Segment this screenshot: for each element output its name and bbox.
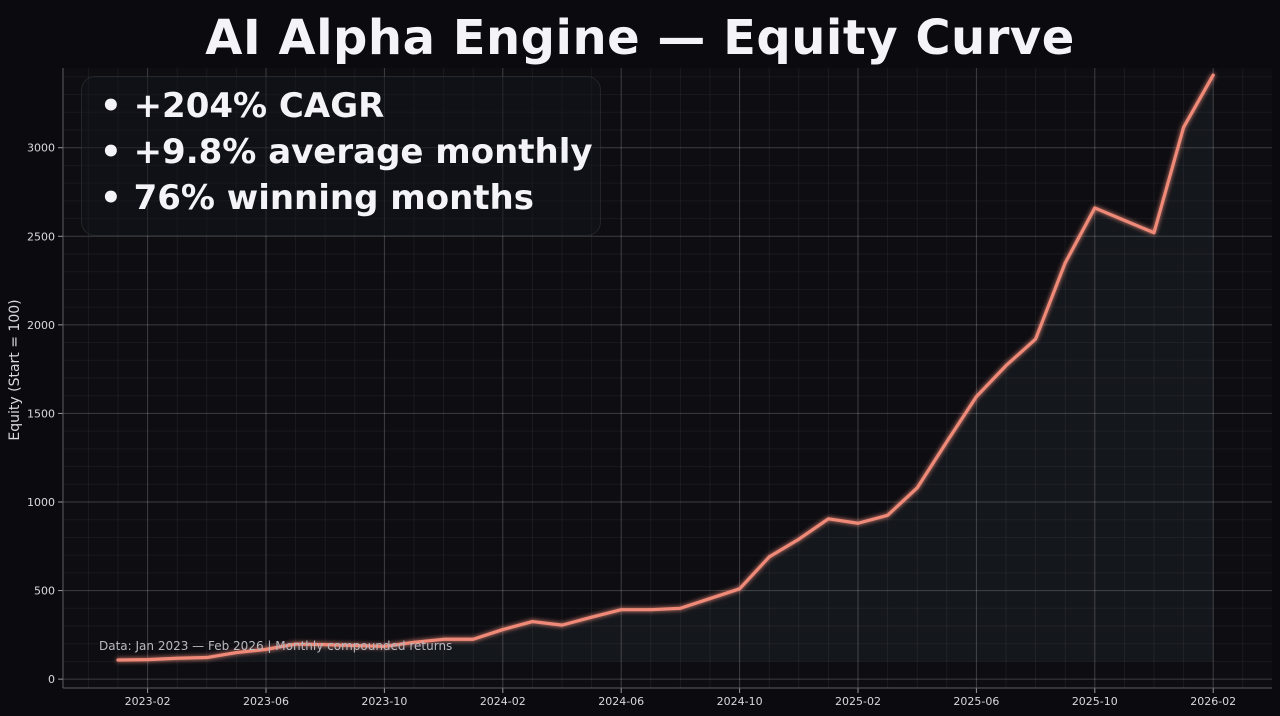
equity-point — [1152, 231, 1156, 235]
y-tick-label: 500 — [34, 585, 55, 598]
x-tick-label: 2023-10 — [361, 695, 407, 708]
equity-point — [708, 597, 712, 600]
equity-line — [116, 73, 1215, 662]
equity-point — [560, 623, 564, 627]
equity-point — [827, 517, 830, 521]
equity-point — [1123, 218, 1126, 222]
y-tick-label: 3000 — [27, 142, 55, 155]
equity-point — [797, 537, 801, 541]
equity-point — [886, 513, 889, 517]
equity-point — [146, 658, 150, 662]
x-tick-label: 2025-02 — [835, 695, 881, 708]
y-axis-label: Equity (Start = 100) — [7, 299, 23, 440]
equity-point — [205, 656, 209, 659]
equity-point — [767, 555, 771, 559]
x-tick-label: 2025-10 — [1072, 695, 1118, 708]
y-tick-label: 1500 — [27, 407, 55, 420]
equity-point — [353, 644, 357, 647]
axes: 0 500 1000 1500 2000 2500 3000 2023-02 2023-06 20… — [27, 68, 1272, 708]
equity-point — [619, 608, 623, 612]
equity-area — [118, 75, 1214, 662]
y-tick-label: 0 — [48, 673, 55, 686]
x-tick-label: 2024-02 — [480, 695, 526, 708]
equity-point — [116, 658, 120, 662]
equity-point — [264, 647, 268, 651]
equity-point — [1034, 337, 1037, 341]
y-tick-label: 1000 — [27, 496, 55, 509]
equity-point — [383, 644, 386, 648]
y-tick-label: 2500 — [27, 230, 55, 243]
x-tick-label: 2025-06 — [953, 695, 999, 708]
highlight-cagr: • +204% CAGR — [100, 86, 385, 126]
equity-point — [323, 643, 327, 646]
equity-point — [738, 587, 741, 591]
chart-title: AI Alpha Engine — Equity Curve — [205, 10, 1075, 66]
equity-point — [1093, 206, 1097, 210]
equity-point — [1004, 364, 1008, 367]
equity-point — [590, 615, 593, 619]
x-tick-label: 2024-06 — [598, 695, 644, 708]
equity-point — [412, 640, 416, 644]
equity-point — [471, 637, 475, 641]
equity-point — [501, 628, 505, 631]
equity-point — [1063, 261, 1067, 265]
equity-point — [649, 608, 653, 612]
equity-point — [235, 651, 238, 654]
highlights-box — [81, 76, 601, 236]
equity-point — [442, 637, 445, 641]
highlight-winning-months: • 76% winning months — [100, 178, 534, 218]
equity-point — [679, 606, 682, 610]
equity-point — [294, 642, 297, 646]
line-layer — [116, 73, 1215, 662]
equity-point — [945, 440, 949, 444]
y-tick-label: 2000 — [27, 319, 55, 332]
equity-point — [1182, 125, 1185, 129]
equity-point — [856, 521, 860, 525]
x-tick-label: 2026-02 — [1190, 695, 1236, 708]
equity-point — [1211, 73, 1215, 77]
equity-point — [531, 620, 534, 623]
highlight-avg-monthly: • +9.8% average monthly — [100, 132, 593, 172]
x-tick-label: 2023-06 — [243, 695, 289, 708]
data-footnote: Data: Jan 2023 — Feb 2026 | Monthly comp… — [99, 639, 453, 653]
x-tick-label: 2024-10 — [717, 695, 763, 708]
equity-point — [175, 656, 179, 660]
area-layer — [118, 75, 1214, 662]
x-tick-label: 2023-02 — [125, 695, 171, 708]
equity-point — [915, 486, 919, 490]
equity-point — [975, 395, 978, 398]
